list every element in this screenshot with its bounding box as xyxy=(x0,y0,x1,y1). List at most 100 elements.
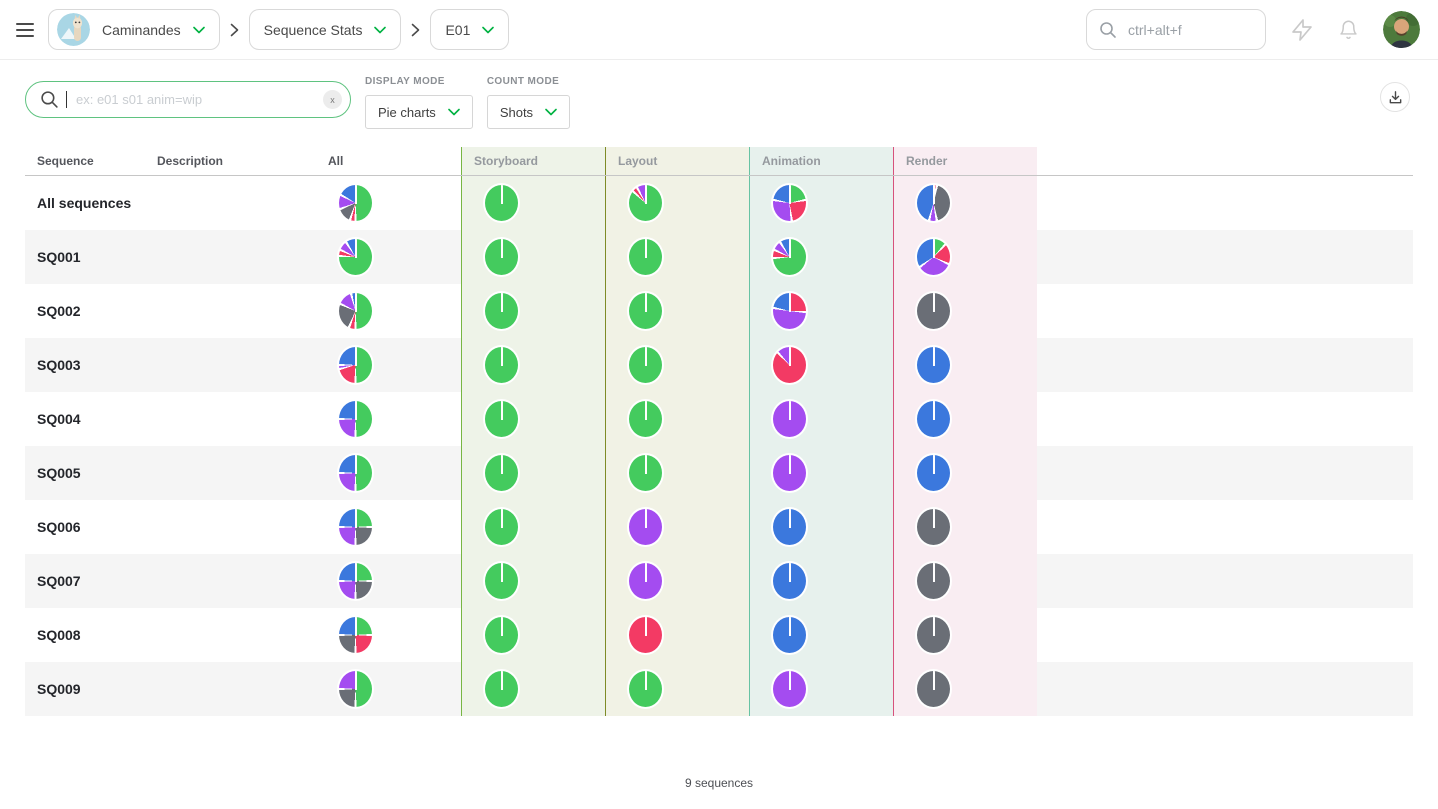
cell-all xyxy=(316,608,461,662)
user-avatar[interactable] xyxy=(1383,11,1420,48)
pie-chart-animation xyxy=(771,399,808,439)
cell-storyboard xyxy=(461,284,605,338)
cell-spacer xyxy=(1037,446,1413,500)
sequence-name[interactable]: SQ009 xyxy=(37,681,81,697)
cell-layout xyxy=(605,338,749,392)
pie-chart-render xyxy=(915,291,952,331)
global-search-input[interactable] xyxy=(1126,20,1253,39)
pie-chart-all xyxy=(337,669,374,709)
sequence-row: SQ003 xyxy=(25,338,1413,392)
cell-animation xyxy=(749,284,893,338)
sequence-description xyxy=(145,338,316,392)
global-search xyxy=(1086,9,1266,50)
pie-chart-storyboard xyxy=(483,399,520,439)
sequence-row: SQ008 xyxy=(25,608,1413,662)
cell-spacer xyxy=(1037,338,1413,392)
cell-layout xyxy=(605,230,749,284)
pie-chart-render xyxy=(915,453,952,493)
sequence-row: SQ007 xyxy=(25,554,1413,608)
pie-chart-all xyxy=(337,291,374,331)
cell-all xyxy=(316,284,461,338)
cell-animation xyxy=(749,500,893,554)
sequence-search-input[interactable] xyxy=(74,91,316,108)
custom-actions-button[interactable] xyxy=(1290,18,1314,42)
cell-animation xyxy=(749,662,893,716)
cell-animation xyxy=(749,392,893,446)
pie-chart-animation xyxy=(771,237,808,277)
cell-spacer xyxy=(1037,284,1413,338)
sequence-name[interactable]: SQ004 xyxy=(37,411,81,427)
pie-chart-storyboard xyxy=(483,507,520,547)
pie-chart-render xyxy=(915,507,952,547)
cell-layout xyxy=(605,284,749,338)
cell-storyboard xyxy=(461,662,605,716)
breadcrumb-separator-icon xyxy=(230,23,239,37)
pie-chart-animation xyxy=(771,291,808,331)
cell-storyboard xyxy=(461,554,605,608)
cell-spacer xyxy=(1037,500,1413,554)
pie-chart-layout xyxy=(627,507,664,547)
sequence-name[interactable]: SQ006 xyxy=(37,519,81,535)
sequence-name[interactable]: SQ005 xyxy=(37,465,81,481)
pie-chart-render xyxy=(915,237,952,277)
pie-chart-storyboard xyxy=(483,291,520,331)
menu-icon[interactable] xyxy=(16,22,38,37)
count-mode-select[interactable]: Shots xyxy=(486,95,571,129)
sequence-row: SQ002 xyxy=(25,284,1413,338)
sequence-description xyxy=(145,662,316,716)
pie-chart-layout xyxy=(627,399,664,439)
cell-render xyxy=(893,554,1037,608)
pie-chart-all xyxy=(337,561,374,601)
cell-render xyxy=(893,662,1037,716)
section-selector[interactable]: Sequence Stats xyxy=(248,9,402,50)
count-mode-label: COUNT MODE xyxy=(486,76,560,87)
project-selector[interactable]: Caminandes xyxy=(48,9,220,50)
chevron-down-icon xyxy=(192,26,205,33)
cell-layout xyxy=(605,446,749,500)
sequence-name[interactable]: SQ001 xyxy=(37,249,81,265)
cell-storyboard xyxy=(461,176,605,230)
table-body: All sequences SQ001 SQ002 SQ003 SQ004 SQ005 SQ… xyxy=(25,176,1413,716)
notifications-button[interactable] xyxy=(1338,19,1359,41)
pie-chart-layout xyxy=(627,345,664,385)
clear-search-button[interactable]: x xyxy=(323,90,342,109)
text-cursor xyxy=(66,91,67,108)
sequence-count: 9 sequences xyxy=(684,776,754,790)
sequence-name[interactable]: SQ002 xyxy=(37,303,81,319)
pie-chart-storyboard xyxy=(483,237,520,277)
project-name: Caminandes xyxy=(102,21,181,38)
pie-chart-all xyxy=(337,237,374,277)
sequence-description xyxy=(145,554,316,608)
filter-bar: x DISPLAY MODE Pie charts COUNT MODE Sho… xyxy=(0,60,1438,129)
pie-chart-storyboard xyxy=(483,561,520,601)
cell-spacer xyxy=(1037,176,1413,230)
cell-render xyxy=(893,284,1037,338)
pie-chart-storyboard xyxy=(483,345,520,385)
pie-chart-storyboard xyxy=(483,453,520,493)
column-header-animation: Animation xyxy=(749,147,893,175)
table-header: Sequence Description All Storyboard Layo… xyxy=(25,147,1413,176)
cell-all xyxy=(316,338,461,392)
display-mode-select[interactable]: Pie charts xyxy=(365,95,473,129)
pie-chart-storyboard xyxy=(483,615,520,655)
sequence-row: SQ004 xyxy=(25,392,1413,446)
search-icon xyxy=(1100,21,1116,38)
chevron-down-icon xyxy=(482,26,495,33)
column-header-storyboard: Storyboard xyxy=(461,147,605,175)
sequence-description xyxy=(145,608,316,662)
sequence-name[interactable]: SQ008 xyxy=(37,627,81,643)
sequence-name[interactable]: SQ007 xyxy=(37,573,81,589)
sequence-name[interactable]: SQ003 xyxy=(37,357,81,373)
export-button[interactable] xyxy=(1380,82,1410,112)
sequence-name[interactable]: All sequences xyxy=(37,195,132,211)
cell-all xyxy=(316,392,461,446)
count-mode-group: COUNT MODE Shots xyxy=(486,76,571,129)
sequence-description xyxy=(145,500,316,554)
breadcrumb-separator-icon xyxy=(411,23,420,37)
column-header-spacer xyxy=(1037,147,1413,175)
cell-storyboard xyxy=(461,608,605,662)
cell-spacer xyxy=(1037,230,1413,284)
sequence-row: SQ005 xyxy=(25,446,1413,500)
episode-selector[interactable]: E01 xyxy=(430,9,510,50)
pie-chart-layout xyxy=(627,615,664,655)
